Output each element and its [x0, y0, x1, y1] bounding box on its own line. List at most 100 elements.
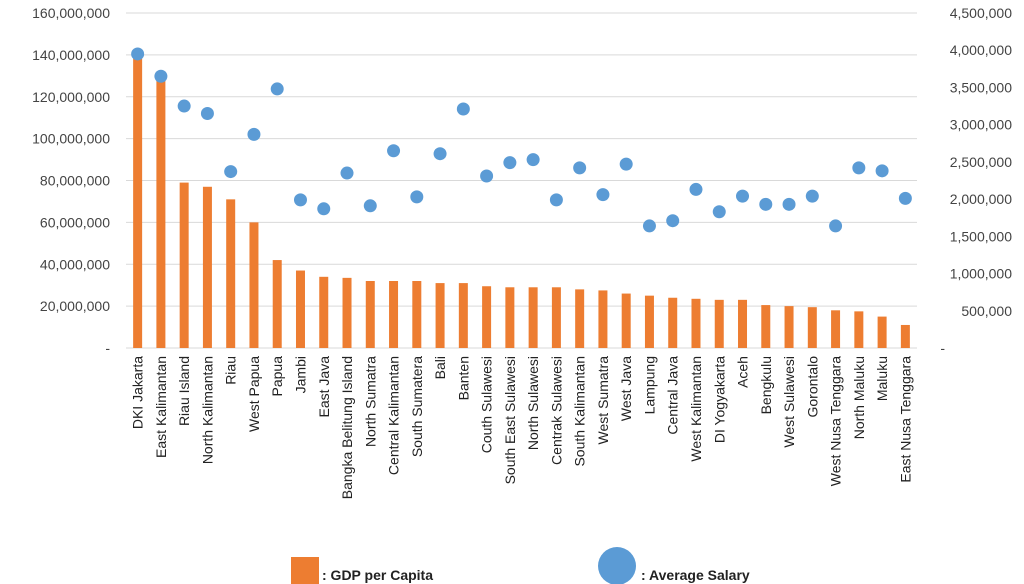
scatter-point: [642, 219, 656, 233]
left-tick-label: 120,000,000: [32, 89, 110, 105]
scatter-point: [805, 189, 819, 203]
category-label: Couth Sulawesi: [479, 356, 495, 453]
scatter-point: [247, 127, 261, 141]
category-label: East Java: [316, 356, 332, 418]
bar: [435, 283, 445, 348]
scatter-point: [480, 169, 494, 183]
legend-label-salary: : Average Salary: [641, 567, 750, 583]
scatter-point: [736, 189, 750, 203]
category-label: Papua: [269, 356, 285, 397]
bar: [714, 299, 724, 348]
bar: [389, 281, 399, 348]
right-tick-label: 3,000,000: [950, 117, 1012, 133]
category-label: West Kalimantan: [688, 356, 704, 462]
category-label: West Sulawesi: [781, 356, 797, 448]
bar: [877, 316, 887, 348]
category-label: Riau Island: [176, 356, 192, 426]
left-tick-label: 80,000,000: [40, 173, 110, 189]
category-label: South Sumatera: [409, 356, 425, 457]
right-tick-label: -: [940, 340, 945, 356]
scatter-point: [177, 99, 191, 113]
left-tick-label: 60,000,000: [40, 214, 110, 230]
bar: [319, 276, 329, 348]
bar: [295, 270, 305, 348]
scatter-point: [410, 190, 424, 204]
scatter-point: [317, 202, 331, 216]
category-label: Bengkulu: [758, 356, 774, 414]
bar: [784, 306, 794, 348]
right-tick-label: 2,500,000: [950, 154, 1012, 170]
legend-swatch-salary: [598, 547, 636, 584]
bar: [458, 283, 468, 348]
category-label: North Kalimantan: [199, 356, 215, 464]
right-tick-label: 3,500,000: [950, 79, 1012, 95]
bar: [342, 277, 352, 348]
scatter-point: [852, 161, 866, 175]
scatter-point: [270, 82, 284, 96]
category-label: Bali: [432, 356, 448, 379]
bar: [156, 75, 166, 348]
left-tick-label: 40,000,000: [40, 256, 110, 272]
category-label: South East Sulawesi: [502, 356, 518, 484]
bar: [644, 295, 654, 348]
category-label: Bangka Belitung Island: [339, 356, 355, 499]
right-y-axis: - 500,000 1,000,000 1,500,000 2,000,000 2,500…: [940, 5, 1012, 356]
scatter-point: [433, 147, 447, 161]
scatter-point: [131, 47, 145, 61]
scatter-point: [456, 102, 470, 116]
bar: [202, 186, 212, 348]
scatter-point: [782, 197, 796, 211]
scatter-point: [224, 165, 238, 179]
bar: [621, 293, 631, 348]
category-label: Maluku: [874, 356, 890, 401]
bar: [365, 281, 375, 348]
category-label: West Papua: [246, 356, 262, 432]
left-tick-label: -: [105, 340, 110, 356]
bar: [598, 290, 608, 348]
bar: [761, 305, 771, 348]
left-tick-label: 20,000,000: [40, 298, 110, 314]
bar: [691, 298, 701, 348]
bar: [831, 310, 841, 348]
scatter-series: [131, 47, 912, 233]
bar: [900, 324, 910, 348]
category-label: Centrak Sulawesi: [548, 356, 564, 465]
scatter-point: [666, 214, 680, 228]
category-label: West Nusa Tenggara: [828, 356, 844, 486]
category-label: Banten: [455, 356, 471, 400]
category-label: DKI Jakarta: [130, 356, 146, 429]
bar: [482, 286, 492, 348]
category-label: North Sulawesi: [525, 356, 541, 450]
scatter-point: [340, 166, 354, 180]
category-label: West Java: [618, 356, 634, 421]
scatter-point: [573, 161, 587, 175]
right-tick-label: 4,000,000: [950, 42, 1012, 58]
scatter-point: [875, 164, 889, 178]
scatter-point: [549, 193, 563, 207]
bar: [528, 287, 538, 348]
category-label: West Sumatra: [595, 356, 611, 445]
right-tick-label: 500,000: [961, 303, 1012, 319]
scatter-point: [387, 144, 401, 158]
scatter-point: [363, 199, 377, 213]
bar: [505, 287, 515, 348]
category-label: Aceh: [735, 356, 751, 388]
bar: [807, 307, 817, 348]
legend-label-gdp: : GDP per Capita: [322, 567, 433, 583]
bar: [854, 311, 864, 348]
scatter-point: [759, 197, 773, 211]
bar: [668, 297, 678, 348]
category-label: East Kalimantan: [153, 356, 169, 458]
left-tick-label: 140,000,000: [32, 47, 110, 63]
bar-series: [133, 50, 910, 348]
scatter-point: [154, 69, 168, 83]
category-label: Central Kalimantan: [386, 356, 402, 475]
category-label: Lampung: [641, 356, 657, 414]
category-label: Jambi: [292, 356, 308, 393]
category-label: North Maluku: [851, 356, 867, 439]
bar: [738, 299, 748, 348]
bar: [551, 287, 561, 348]
right-tick-label: 2,000,000: [950, 191, 1012, 207]
bar: [226, 199, 236, 348]
bar: [272, 260, 282, 348]
